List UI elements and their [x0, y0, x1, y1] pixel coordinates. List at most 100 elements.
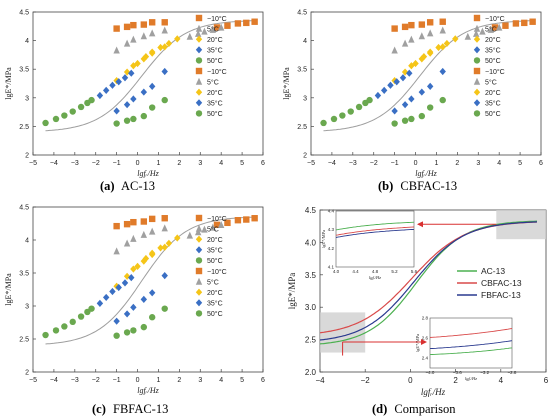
x-tick-label: −2	[361, 376, 371, 385]
plot-frame	[32, 206, 264, 373]
x-tick-label: −5	[29, 377, 37, 384]
data-point	[102, 86, 110, 94]
series-line-ac-13	[319, 220, 538, 345]
legend-label: 5°C	[207, 225, 219, 233]
data-point	[439, 43, 446, 51]
data-point	[161, 43, 168, 51]
x-tick-label: 1	[157, 377, 161, 384]
caption-b-letter: (b)	[378, 179, 393, 193]
data-point	[418, 112, 426, 120]
data-point	[140, 218, 148, 225]
legend-label: 50°C	[207, 110, 223, 118]
legend-marker	[473, 67, 481, 75]
legend-marker	[195, 14, 203, 22]
caption-b-name: CBFAC-13	[400, 179, 457, 193]
inset-top: 4.0 4.4 4.8 5.2 5.6 4.1 4.2 4.3 4.4 lgE*/MPa lgfᵣ/…	[321, 209, 418, 281]
data-point	[408, 21, 415, 29]
data-point	[502, 22, 509, 29]
data-point	[472, 29, 480, 37]
legend-label: 50°C	[485, 57, 501, 65]
data-point	[529, 18, 536, 25]
data-point	[96, 299, 104, 307]
data-point	[234, 217, 242, 224]
y-tick-label: 4	[303, 38, 307, 45]
data-point	[399, 74, 407, 82]
inset-y-tick-label: 4.1	[328, 265, 335, 270]
legend-label: −10°C	[485, 15, 505, 23]
data-point	[217, 221, 225, 229]
y-tick-label: 3.5	[19, 67, 29, 74]
caption-c-letter: (c)	[92, 402, 106, 416]
data-point	[123, 329, 131, 336]
x-tick-label: 0	[414, 160, 418, 167]
data-point	[194, 29, 202, 37]
legend-label: 5°C	[485, 78, 497, 86]
legend-marker	[195, 288, 203, 296]
y-tick-label: 3.5	[19, 271, 29, 278]
x-tick-label: −4	[315, 376, 325, 385]
data-point	[130, 35, 137, 43]
legend-marker	[195, 57, 203, 64]
data-point	[69, 108, 76, 115]
data-point	[123, 272, 131, 280]
data-point	[161, 272, 168, 280]
data-point	[123, 39, 131, 47]
data-point	[128, 69, 135, 77]
data-point	[42, 119, 49, 127]
legend-label: −10°C	[485, 68, 505, 76]
caption-c: (c) FBFAC-13	[92, 402, 168, 416]
plot-frame	[310, 11, 542, 156]
data-point	[487, 25, 495, 33]
data-point	[201, 27, 208, 35]
data-point	[406, 69, 413, 77]
x-tick-label: −4	[50, 160, 58, 167]
data-point	[165, 39, 173, 48]
data-point	[148, 215, 156, 223]
data-point	[201, 225, 208, 233]
data-point	[113, 317, 120, 325]
legend-label: 35°C	[485, 100, 501, 108]
y-tick-label: 3	[25, 95, 29, 102]
data-point	[251, 18, 258, 25]
data-point	[401, 117, 409, 124]
x-tick-label: −3	[71, 160, 79, 167]
data-point	[391, 46, 398, 54]
data-point	[42, 331, 49, 339]
data-point	[224, 22, 231, 29]
legend-marker	[473, 57, 481, 64]
data-point	[140, 230, 148, 238]
legend-label: AC-13	[481, 266, 505, 276]
inset-x-tick-label: 5.2	[391, 269, 398, 274]
inset-bottom: −4.0 −3.6 −3.2 −2.8 2.4 2.6 2.8 lgE*/MPa lgfᵣ/Hz	[415, 316, 517, 382]
data-point	[130, 265, 137, 273]
legend-marker	[473, 14, 481, 22]
y-tick-label: 4.5	[305, 206, 317, 215]
data-point	[217, 23, 225, 31]
x-tick-label: 3	[476, 160, 480, 167]
legend-label: 20°C	[207, 36, 223, 44]
series-line-fbfac-13	[319, 221, 538, 341]
data-point	[495, 23, 503, 31]
legend-label: 35°C	[207, 300, 223, 308]
x-tick-label: 5	[240, 160, 244, 167]
legend-marker	[195, 246, 203, 254]
inset-x-tick-label: 5.6	[411, 269, 418, 274]
data-point	[142, 53, 150, 61]
y-tick-label: 2	[25, 370, 29, 377]
data-point	[161, 224, 168, 232]
data-point	[52, 115, 60, 123]
x-tick-label: 2	[455, 160, 459, 167]
legend-marker	[195, 88, 203, 96]
data-point	[161, 96, 168, 104]
legend-label: 35°C	[207, 100, 223, 108]
x-tick-label: −2	[92, 160, 100, 167]
data-point	[148, 249, 156, 257]
legend-label: 20°C	[485, 36, 501, 44]
data-point	[52, 327, 60, 334]
y-tick-label: 3.0	[305, 303, 317, 312]
data-point	[123, 23, 131, 31]
legend-label: 20°C	[207, 236, 223, 244]
data-point	[140, 112, 148, 120]
legend-marker	[195, 110, 203, 117]
legend-marker	[473, 88, 481, 96]
